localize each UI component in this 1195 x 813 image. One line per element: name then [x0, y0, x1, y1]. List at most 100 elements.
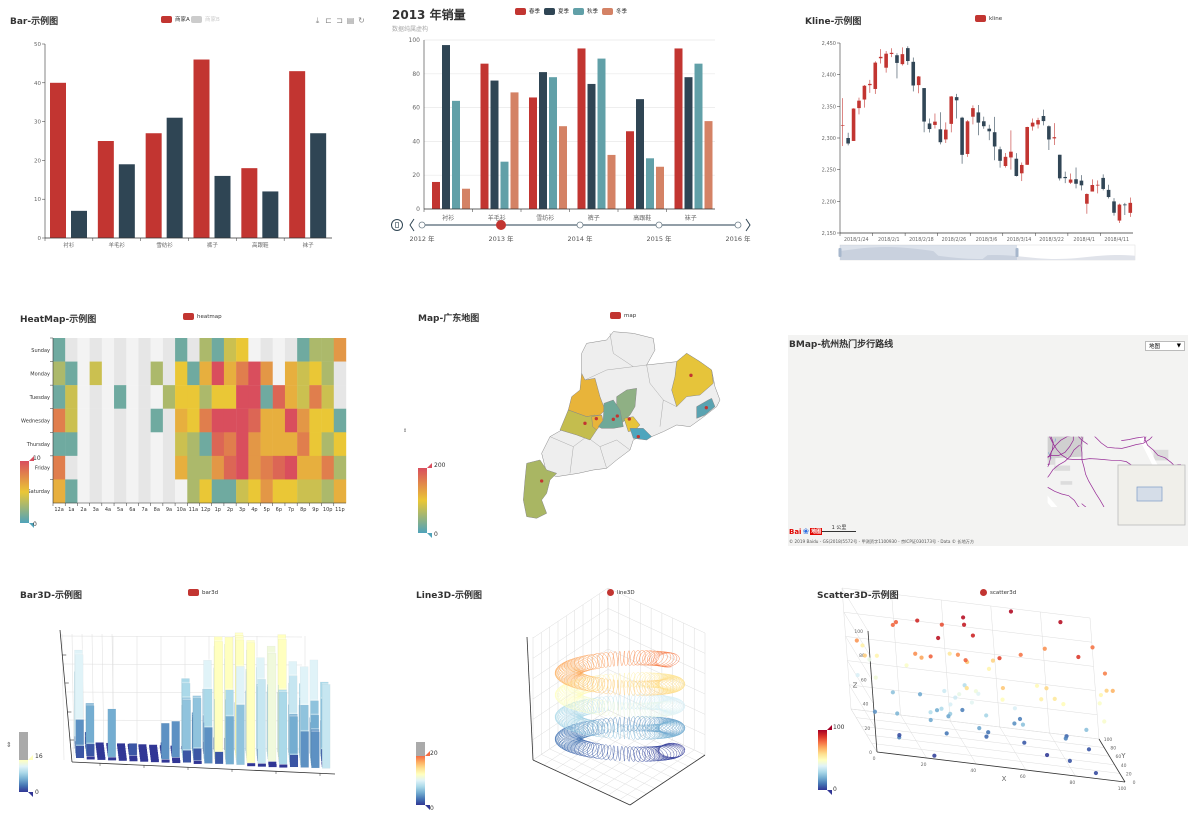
bar-秋季[interactable]: [452, 100, 460, 209]
bar-冬季[interactable]: [462, 188, 470, 209]
scatter-point[interactable]: [955, 652, 961, 657]
candle-down[interactable]: [922, 88, 926, 122]
bar3d-bar[interactable]: [278, 692, 288, 765]
heatmap-cell[interactable]: [321, 408, 334, 433]
heatmap-cell[interactable]: [199, 361, 212, 386]
scatter-point[interactable]: [928, 710, 933, 715]
map-point[interactable]: [615, 414, 619, 418]
heatmap-cell[interactable]: [272, 385, 286, 409]
heatmap-cell[interactable]: [272, 338, 286, 362]
heatmap-cell[interactable]: [236, 408, 249, 433]
candle-up[interactable]: [840, 125, 845, 126]
legend-item-spring[interactable]: 春季: [515, 7, 540, 15]
data-zoom-selected-range[interactable]: [840, 245, 1017, 260]
bar-商家A[interactable]: [289, 71, 306, 238]
scatter-point[interactable]: [854, 638, 859, 643]
candle-up[interactable]: [1036, 120, 1040, 125]
scatter-point[interactable]: [1012, 721, 1017, 726]
scatter-point[interactable]: [957, 692, 962, 697]
bar-夏季[interactable]: [636, 99, 644, 209]
heatmap-cell[interactable]: [187, 385, 200, 409]
zoom-reset-icon[interactable]: ⊐: [336, 16, 343, 25]
heatmap-cell[interactable]: [77, 408, 90, 433]
heatmap-cell[interactable]: [321, 432, 334, 457]
timeline-point[interactable]: [576, 221, 584, 229]
bar3d-tile[interactable]: [96, 747, 105, 751]
walking-route[interactable]: [1121, 367, 1195, 492]
candle-down[interactable]: [981, 121, 986, 127]
heatmap-cell[interactable]: [77, 338, 90, 362]
bar3d-tile[interactable]: [149, 744, 158, 748]
map-point[interactable]: [539, 479, 544, 483]
scatter-point[interactable]: [890, 690, 895, 695]
heatmap-cell[interactable]: [150, 361, 164, 386]
visual-map-handle-top[interactable]: [425, 751, 430, 756]
heatmap-cell[interactable]: [211, 361, 225, 386]
legend-item-summer[interactable]: 夏季: [544, 7, 569, 15]
heatmap-cell[interactable]: [297, 408, 310, 433]
heatmap-cell[interactable]: [333, 432, 347, 457]
bar3d-bar[interactable]: [236, 704, 245, 765]
bar-夏季[interactable]: [684, 77, 693, 210]
heatmap-cell[interactable]: [309, 455, 322, 480]
bar-商家A[interactable]: [97, 141, 114, 238]
heatmap-cell[interactable]: [321, 455, 334, 480]
heatmap-cell[interactable]: [236, 455, 249, 480]
bar3d-tile[interactable]: [247, 763, 256, 767]
timeline-point[interactable]: [655, 221, 663, 229]
heatmap-cell[interactable]: [199, 385, 212, 409]
scatter-point[interactable]: [1076, 654, 1081, 660]
heatmap-cell[interactable]: [248, 385, 261, 409]
heatmap-cell[interactable]: [236, 361, 249, 386]
heatmap-cell[interactable]: [138, 479, 151, 504]
scatter-point[interactable]: [890, 622, 895, 628]
candle-down[interactable]: [987, 128, 992, 132]
heatmap-cell[interactable]: [187, 408, 200, 433]
scatter-point[interactable]: [1012, 706, 1017, 711]
heatmap-cell[interactable]: [309, 408, 322, 433]
bar3d-tile[interactable]: [139, 753, 148, 757]
candle-down[interactable]: [927, 123, 932, 130]
scatter-point[interactable]: [1000, 685, 1006, 691]
heatmap-cell[interactable]: [138, 432, 151, 457]
heatmap-cell[interactable]: [260, 455, 273, 480]
candle-up[interactable]: [1025, 126, 1029, 165]
walking-route[interactable]: [1030, 383, 1136, 473]
scatter-point[interactable]: [969, 700, 975, 705]
bar3d-tile[interactable]: [97, 754, 106, 758]
scatter-point[interactable]: [915, 618, 920, 623]
heatmap-cell[interactable]: [248, 408, 261, 433]
heatmap-cell[interactable]: [223, 455, 237, 480]
candle-down[interactable]: [1101, 177, 1105, 189]
candle-up[interactable]: [1003, 156, 1008, 167]
bar3d-tile[interactable]: [140, 758, 149, 762]
heatmap-cell[interactable]: [77, 385, 90, 409]
scatter-point[interactable]: [984, 713, 989, 718]
scatter-point[interactable]: [986, 666, 992, 671]
region-zhanjiang[interactable]: [523, 459, 558, 519]
bar3d-tile[interactable]: [150, 756, 159, 760]
walking-route[interactable]: [1023, 421, 1166, 449]
legend-item-shop-a[interactable]: 商家A: [161, 15, 190, 23]
candle-up[interactable]: [851, 108, 856, 141]
visual-map-handle-bottom[interactable]: [427, 533, 432, 538]
heatmap-cell[interactable]: [175, 361, 188, 386]
heatmap-cell[interactable]: [272, 479, 286, 504]
bar-商家A[interactable]: [241, 168, 258, 238]
bar-夏季[interactable]: [442, 45, 450, 209]
legend-item-winter[interactable]: 冬季: [602, 7, 627, 15]
bar3d-bar[interactable]: [86, 743, 95, 757]
heatmap-cell[interactable]: [175, 338, 188, 362]
candle-up[interactable]: [878, 56, 883, 59]
scatter-point[interactable]: [860, 643, 865, 648]
heatmap-cell[interactable]: [65, 408, 78, 433]
heatmap-cell[interactable]: [138, 455, 151, 480]
scatter-point[interactable]: [939, 622, 944, 627]
scatter-point[interactable]: [977, 726, 982, 731]
candle-down[interactable]: [1041, 115, 1046, 122]
restore-icon[interactable]: ↻: [358, 16, 365, 25]
bar3d-tile[interactable]: [96, 752, 105, 756]
scatter-point[interactable]: [948, 702, 953, 707]
heatmap-cell[interactable]: [114, 432, 127, 457]
heatmap-cell[interactable]: [162, 385, 176, 409]
